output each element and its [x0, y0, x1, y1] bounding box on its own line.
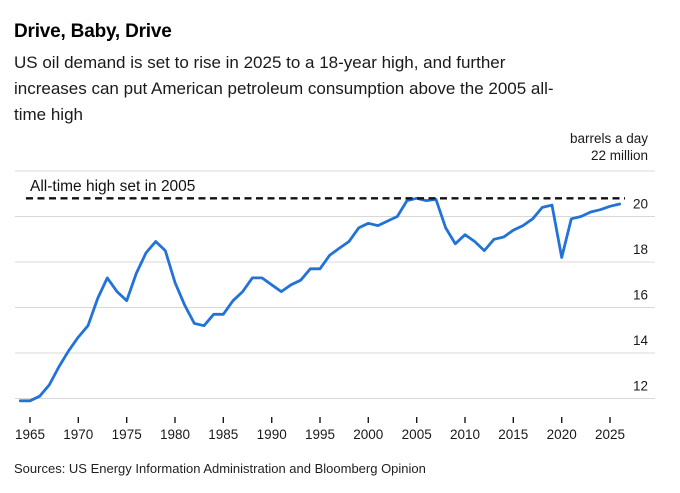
x-tick-label: 1985: [208, 427, 238, 442]
sources-note: Sources: US Energy Information Administr…: [14, 461, 426, 476]
x-tick-label: 2015: [498, 427, 528, 442]
y-axis-unit-label: barrels a day: [569, 131, 648, 146]
chart-subtitle: US oil demand is set to rise in 2025 to …: [14, 53, 554, 124]
y-axis-unit-caption: barrels a day 22 million: [570, 131, 648, 164]
x-tick-label: 1990: [257, 427, 287, 442]
x-tick-label: 2010: [450, 427, 480, 442]
x-tick-label: 2000: [353, 427, 383, 442]
x-tick-label: 2025: [595, 427, 625, 442]
x-tick-label: 1975: [112, 427, 142, 442]
y-tick-label: 20: [633, 197, 648, 212]
x-tick-label: 1980: [160, 427, 190, 442]
page-title: Drive, Baby, Drive: [14, 21, 172, 42]
y-tick-label: 18: [633, 242, 648, 257]
y-tick-label: 12: [633, 379, 648, 394]
alltime-high-annotation-label: All-time high set in 2005: [30, 178, 196, 195]
x-tick-label: 2005: [402, 427, 432, 442]
y-tick-label: 16: [633, 288, 648, 303]
x-tick-label: 1995: [305, 427, 335, 442]
y-axis-top-tick-label: 22 million: [590, 147, 648, 163]
x-tick-label: 1965: [15, 427, 45, 442]
x-tick-label: 1970: [63, 427, 93, 442]
oil-demand-line: [18, 196, 622, 403]
y-tick-label: 14: [633, 333, 649, 348]
x-tick-label: 2020: [547, 427, 577, 442]
